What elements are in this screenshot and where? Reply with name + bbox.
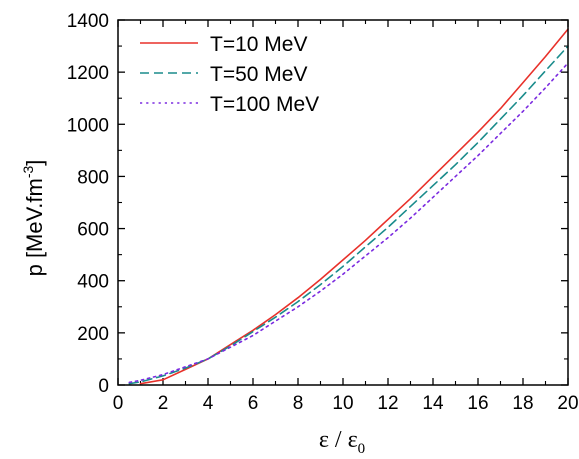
x-tick-label: 8 bbox=[293, 393, 304, 414]
y-tick-label: 600 bbox=[77, 220, 109, 241]
x-tick-label: 12 bbox=[377, 393, 398, 414]
y-tick-label: 800 bbox=[77, 167, 109, 188]
x-tick-label: 14 bbox=[422, 393, 444, 414]
x-axis-title-main: ε / ε bbox=[319, 427, 358, 453]
x-axis-title-sub: 0 bbox=[358, 441, 366, 457]
y-ticks: 0 200 400 600 800 1000 1200 1400 bbox=[67, 11, 568, 397]
x-tick-label: 10 bbox=[332, 393, 353, 414]
y-axis-title-sup: -3 bbox=[20, 166, 36, 179]
y-axis-title-end: ] bbox=[22, 160, 47, 166]
x-tick-label: 6 bbox=[248, 393, 259, 414]
x-ticks: 0 2 4 6 8 10 12 14 16 18 20 bbox=[113, 20, 579, 414]
legend: T=10 MeV T=50 MeV T=100 MeV bbox=[140, 33, 319, 116]
y-tick-label: 400 bbox=[77, 272, 109, 293]
legend-label-t-100-mev: T=100 MeV bbox=[210, 93, 319, 116]
series-line-t-100-mev bbox=[128, 62, 569, 384]
y-axis-title-main: p [MeV.fm bbox=[22, 178, 47, 276]
x-tick-label: 18 bbox=[512, 393, 533, 414]
legend-label-t-50-mev: T=50 MeV bbox=[210, 63, 307, 86]
y-tick-label: 1400 bbox=[67, 11, 109, 32]
y-axis-title: p [MeV.fm-3] bbox=[20, 160, 47, 277]
y-tick-label: 1000 bbox=[67, 115, 109, 136]
series-line-t-50-mev bbox=[128, 45, 569, 385]
x-tick-label: 0 bbox=[113, 393, 124, 414]
y-tick-label: 1200 bbox=[67, 63, 109, 84]
plot-frame bbox=[117, 19, 569, 386]
x-axis-title: ε / ε0 bbox=[319, 427, 365, 457]
x-tick-label: 16 bbox=[467, 393, 488, 414]
x-tick-label: 4 bbox=[203, 393, 214, 414]
series-line-t-10-mev bbox=[139, 28, 569, 385]
legend-label-t-10-mev: T=10 MeV bbox=[210, 33, 307, 56]
x-tick-label: 2 bbox=[158, 393, 169, 414]
y-tick-label: 200 bbox=[77, 324, 109, 345]
series-layer bbox=[128, 28, 569, 385]
y-tick-label: 0 bbox=[98, 376, 109, 397]
x-tick-label: 20 bbox=[557, 393, 578, 414]
